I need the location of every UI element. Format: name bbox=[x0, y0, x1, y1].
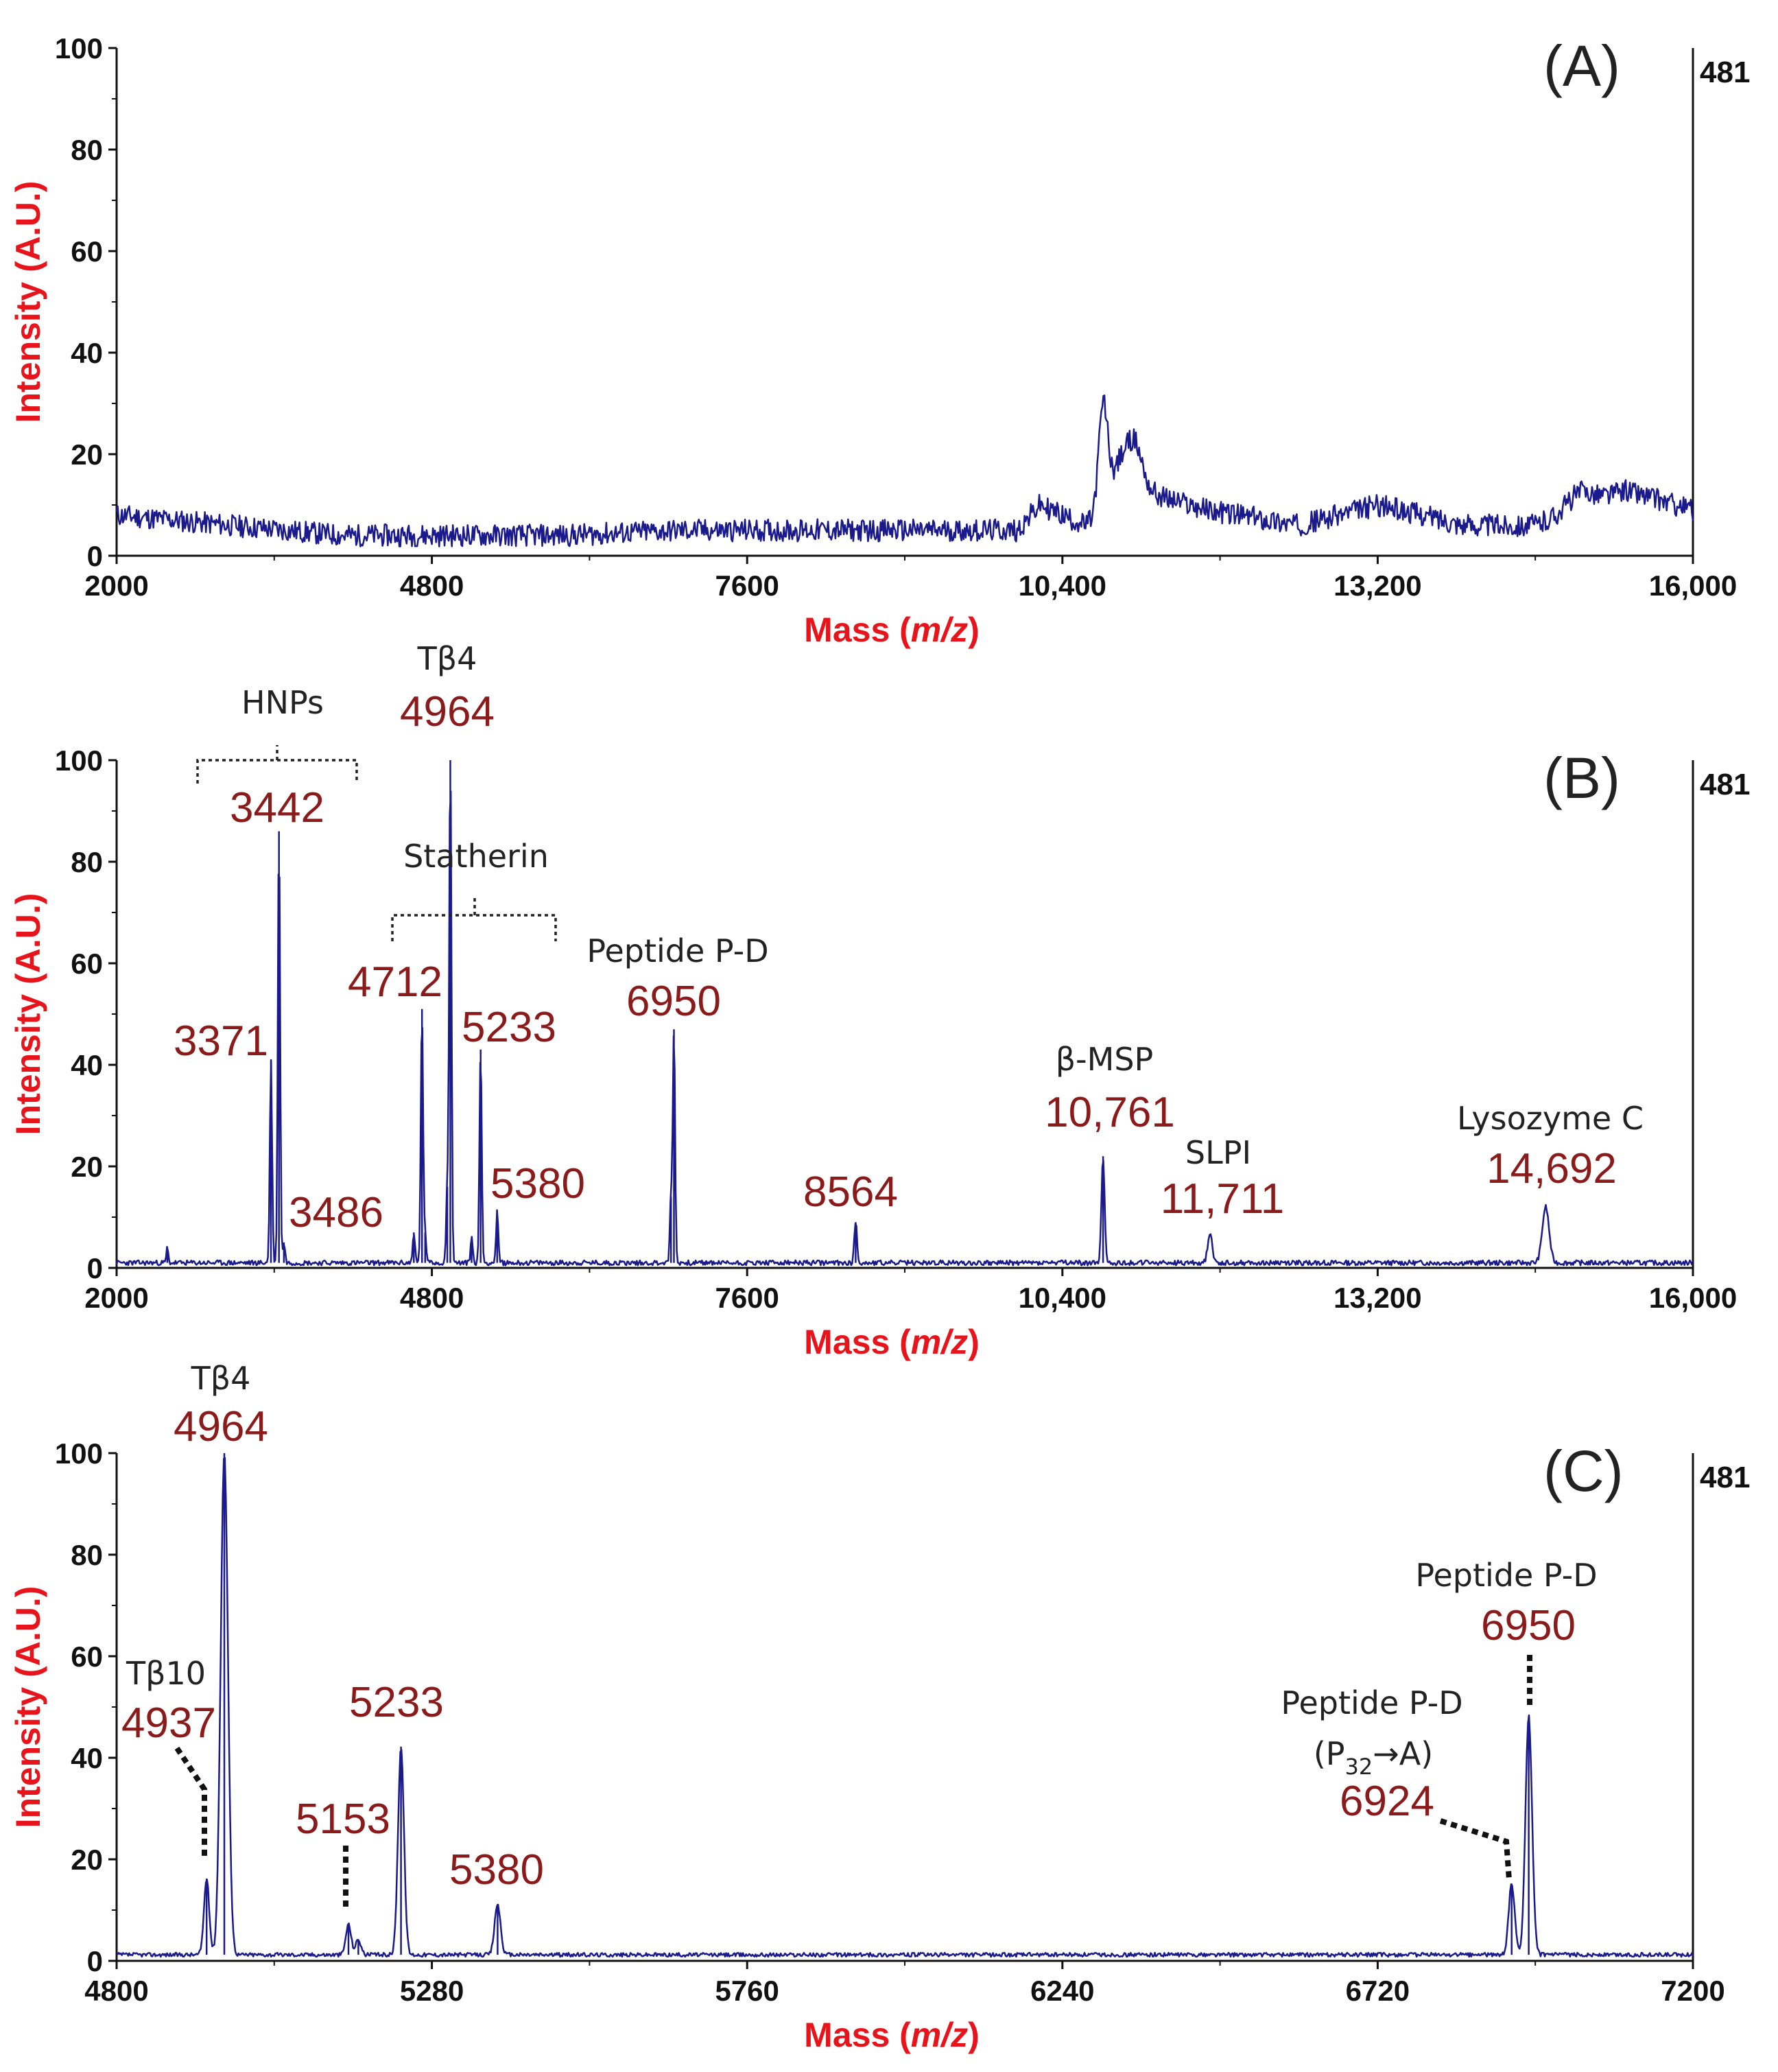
x-tick-label: 16,000 bbox=[1649, 1282, 1737, 1314]
x-tick-label: 2000 bbox=[84, 569, 148, 602]
peptide-pd-variant-name: Peptide P-D bbox=[1281, 1684, 1462, 1721]
panel-a-y-ticks: 0 20 40 60 80 100 bbox=[55, 32, 117, 572]
panel-a-label: (A) bbox=[1543, 34, 1620, 98]
tb4-value-c: 4964 bbox=[174, 1403, 268, 1450]
panel-b-x-label: Mass (m/z) bbox=[804, 1323, 980, 1361]
panel-b-y-label: Intensity (A.U.) bbox=[9, 893, 47, 1135]
x-tick-label: 7200 bbox=[1661, 1975, 1724, 2007]
tb4-name-c: Tβ4 bbox=[191, 1360, 251, 1397]
statherin-bracket bbox=[391, 897, 557, 941]
y-tick-label: 60 bbox=[71, 947, 103, 980]
slpi-name: SLPI bbox=[1185, 1134, 1251, 1171]
peak-5153-value: 5153 bbox=[296, 1796, 390, 1843]
panel-a-right-value: 481 bbox=[1700, 56, 1750, 89]
panel-c-spectrum-line bbox=[116, 1453, 1694, 1958]
panel-b-label: (B) bbox=[1543, 746, 1620, 810]
peptide-pd-variant-mod: (P32→A) bbox=[1314, 1735, 1433, 1780]
x-tick-label: 5760 bbox=[715, 1975, 779, 2007]
x-tick-label: 7600 bbox=[715, 569, 779, 602]
peptide-pd-name-c: Peptide P-D bbox=[1415, 1557, 1597, 1594]
y-tick-label: 0 bbox=[87, 1252, 103, 1284]
hnps-name: HNPs bbox=[241, 684, 324, 721]
peak-3486-value: 3486 bbox=[289, 1189, 383, 1236]
panel-b-right-value: 481 bbox=[1700, 768, 1750, 801]
tb4-value-b: 4964 bbox=[400, 688, 495, 735]
tb10-leader-line bbox=[174, 1746, 207, 1859]
peak-4712-value: 4712 bbox=[348, 958, 442, 1006]
panel-b: 481 (B) Intensity (A.U.) Mass (m/z) 0 20 4… bbox=[9, 640, 1750, 1361]
x-tick-label: 4800 bbox=[84, 1975, 148, 2007]
x-tick-label: 4800 bbox=[400, 569, 464, 602]
beta-msp-name: β-MSP bbox=[1056, 1041, 1154, 1078]
lysozyme-value: 14,692 bbox=[1486, 1145, 1617, 1192]
x-tick-label: 2000 bbox=[84, 1282, 148, 1314]
y-tick-label: 40 bbox=[71, 1742, 103, 1774]
statherin-name: Statherin bbox=[403, 838, 549, 875]
y-tick-label: 40 bbox=[71, 337, 103, 369]
panel-a-x-label: Mass (m/z) bbox=[804, 611, 980, 649]
peptide-pd-value-b: 6950 bbox=[626, 978, 721, 1025]
x-tick-label: 13,200 bbox=[1334, 569, 1421, 602]
peak-5233-value-c: 5233 bbox=[349, 1679, 444, 1726]
slpi-value: 11,711 bbox=[1161, 1175, 1284, 1223]
panel-c: 481 (C) Intensity (A.U.) Mass (m/z) 0 20 4… bbox=[9, 1360, 1750, 2054]
y-tick-label: 60 bbox=[71, 235, 103, 268]
panel-c-label: (C) bbox=[1543, 1439, 1624, 1503]
panel-b-y-ticks: 0 20 40 60 80 100 bbox=[55, 744, 117, 1284]
peptide-pd-variant-value: 6924 bbox=[1340, 1778, 1434, 1825]
panel-a-y-label: Intensity (A.U.) bbox=[9, 181, 47, 423]
hnps-value: 3442 bbox=[230, 784, 324, 832]
panel-c-right-value: 481 bbox=[1700, 1461, 1750, 1494]
y-tick-label: 20 bbox=[71, 1151, 103, 1183]
peak-8564-value: 8564 bbox=[803, 1168, 898, 1216]
peptide-pd-value-c: 6950 bbox=[1481, 1602, 1576, 1649]
y-tick-label: 0 bbox=[87, 1945, 103, 1977]
x-tick-label: 10,400 bbox=[1019, 569, 1106, 602]
y-tick-label: 40 bbox=[71, 1049, 103, 1081]
peak-5233-value: 5233 bbox=[462, 1004, 556, 1051]
tb4-name-b: Tβ4 bbox=[417, 640, 477, 677]
panel-c-x-ticks: 4800 5280 5760 6240 6720 7200 bbox=[84, 1961, 1725, 2007]
x-tick-label: 16,000 bbox=[1649, 569, 1737, 602]
x-tick-label: 6720 bbox=[1346, 1975, 1410, 2007]
y-tick-label: 0 bbox=[87, 540, 103, 572]
y-tick-label: 80 bbox=[71, 134, 103, 166]
y-tick-label: 100 bbox=[55, 1437, 103, 1470]
tb10-value: 4937 bbox=[121, 1699, 216, 1747]
panel-c-x-label: Mass (m/z) bbox=[804, 2016, 980, 2054]
panel-c-y-label: Intensity (A.U.) bbox=[9, 1586, 47, 1828]
x-tick-label: 13,200 bbox=[1334, 1282, 1421, 1314]
panel-a: 481 (A) Intensity (A.U.) Mass (m/z) 0 20 4… bbox=[9, 32, 1750, 649]
beta-msp-value: 10,761 bbox=[1045, 1089, 1175, 1136]
peak-5380-value: 5380 bbox=[490, 1160, 585, 1208]
y-tick-label: 80 bbox=[71, 1539, 103, 1571]
panel-b-x-ticks: 2000 4800 7600 10,400 13,200 16,000 bbox=[84, 1268, 1737, 1314]
panel-c-y-ticks: 0 20 40 60 80 100 bbox=[55, 1437, 117, 1977]
x-tick-label: 7600 bbox=[715, 1282, 779, 1314]
panel-a-x-ticks: 2000 4800 7600 10,400 13,200 16,000 bbox=[84, 556, 1737, 602]
y-tick-label: 100 bbox=[55, 32, 103, 64]
y-tick-label: 60 bbox=[71, 1640, 103, 1673]
y-tick-label: 20 bbox=[71, 1844, 103, 1876]
y-tick-label: 100 bbox=[55, 744, 103, 777]
x-tick-label: 6240 bbox=[1030, 1975, 1094, 2007]
peptide-pd-name-b: Peptide P-D bbox=[586, 932, 768, 969]
panel-a-spectrum-line bbox=[115, 395, 1694, 548]
y-tick-label: 20 bbox=[71, 438, 103, 471]
hnps-bracket bbox=[196, 745, 358, 784]
lysozyme-name: Lysozyme C bbox=[1457, 1100, 1644, 1137]
tb10-name: Tβ10 bbox=[126, 1655, 206, 1692]
panel-b-spectrum-line bbox=[115, 760, 1694, 1267]
peak-6924-leader-line bbox=[1439, 1818, 1512, 1881]
x-tick-label: 10,400 bbox=[1019, 1282, 1106, 1314]
peak-3371-value: 3371 bbox=[174, 1017, 268, 1065]
x-tick-label: 4800 bbox=[400, 1282, 464, 1314]
peak-5380-value-c: 5380 bbox=[449, 1846, 544, 1894]
y-tick-label: 80 bbox=[71, 846, 103, 878]
x-tick-label: 5280 bbox=[400, 1975, 464, 2007]
